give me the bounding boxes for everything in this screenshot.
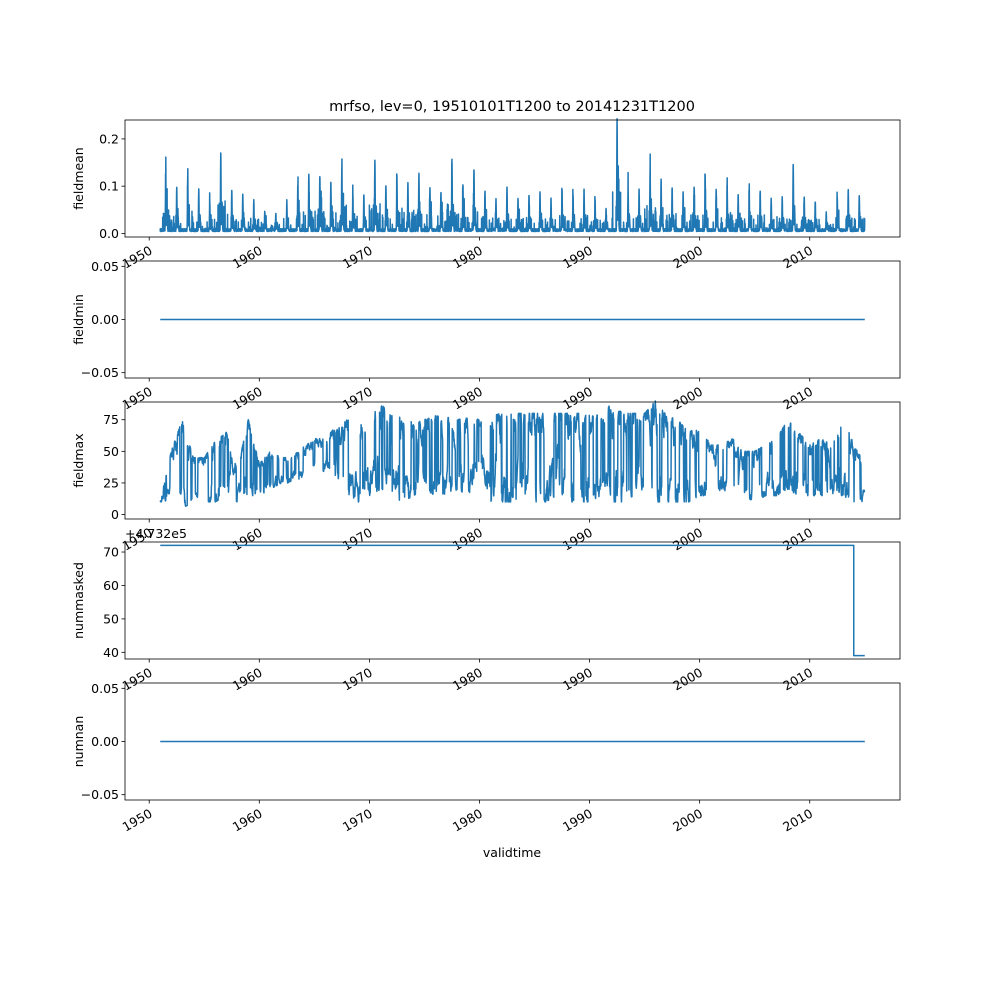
- x-tick-label: 2010: [780, 665, 815, 694]
- x-tick-label: 1960: [230, 806, 265, 835]
- y-axis-label-fieldmin: fieldmin: [71, 294, 86, 345]
- x-tick-label: 1950: [120, 806, 155, 835]
- axes-frame-nummasked: [124, 541, 901, 660]
- x-tick-label: 2000: [670, 806, 705, 835]
- y-tick-label: 40: [103, 645, 119, 660]
- y-tick-label: −0.05: [81, 365, 119, 380]
- x-tick-label: 1970: [340, 806, 375, 835]
- x-tick-label: 1980: [450, 384, 485, 413]
- x-tick-label: 1960: [230, 384, 265, 413]
- y-tick-label: 50: [103, 444, 119, 459]
- x-tick-label: 1990: [560, 806, 595, 835]
- series-line-nummasked: [160, 544, 865, 657]
- x-tick-label: 2010: [780, 243, 815, 272]
- x-tick-label: 1970: [340, 525, 375, 554]
- y-tick-label: −0.05: [81, 787, 119, 802]
- y-tick-label: 75: [103, 412, 119, 427]
- x-tick-label: 1990: [560, 384, 595, 413]
- y-tick-label: 0.00: [91, 734, 119, 749]
- y-axis-label-fieldmean: fieldmean: [71, 147, 86, 209]
- x-axis-label: validtime: [483, 845, 541, 860]
- x-tick-label: 1990: [560, 665, 595, 694]
- x-tick-label: 1990: [560, 243, 595, 272]
- y-tick-label: 0.0: [99, 226, 119, 241]
- x-tick-label: 1980: [450, 525, 485, 554]
- axes-frame-fieldmax: [124, 401, 901, 520]
- y-tick-label: 50: [103, 611, 119, 626]
- y-tick-label: 0.05: [91, 681, 119, 696]
- y-axis-label-numnan: numnan: [71, 716, 86, 768]
- x-tick-label: 2010: [780, 806, 815, 835]
- x-tick-label: 1990: [560, 525, 595, 554]
- y-tick-label: 0.05: [91, 259, 119, 274]
- chart-title: mrfso, lev=0, 19510101T1200 to 20141231T…: [329, 99, 695, 115]
- series-line-fieldmax: [159, 400, 866, 507]
- x-tick-label: 1960: [230, 665, 265, 694]
- x-tick-label: 1970: [340, 243, 375, 272]
- x-tick-label: 1960: [230, 243, 265, 272]
- x-tick-label: 1970: [340, 665, 375, 694]
- x-tick-label: 2000: [670, 384, 705, 413]
- y-tick-label: 0.00: [91, 312, 119, 327]
- panels: 0.0 0.1 0.2 fieldmean 1950 1960 1970 1980 1990 20…: [71, 117, 901, 835]
- y-axis-label-fieldmax: fieldmax: [71, 433, 86, 487]
- y-tick-label: 0: [111, 507, 119, 522]
- y-tick-label: 60: [103, 578, 119, 593]
- x-tick-label: 2010: [780, 525, 815, 554]
- y-tick-label: 0.2: [99, 131, 119, 146]
- y-offset-text: +4.732e5: [125, 526, 187, 541]
- x-tick-label: 2010: [780, 384, 815, 413]
- y-tick-label: 0.1: [99, 179, 119, 194]
- x-tick-label: 2000: [670, 243, 705, 272]
- series-line-fieldmean: [159, 117, 866, 233]
- y-axis-label-nummasked: nummasked: [71, 562, 86, 639]
- x-tick-label: 1980: [450, 665, 485, 694]
- x-tick-label: 2000: [670, 665, 705, 694]
- axes-frame-fieldmean: [124, 119, 901, 238]
- x-tick-label: 1980: [450, 243, 485, 272]
- x-tick-label: 1970: [340, 384, 375, 413]
- y-tick-label: 70: [103, 545, 119, 560]
- x-tick-label: 1960: [230, 525, 265, 554]
- y-tick-label: 25: [103, 475, 119, 490]
- x-tick-label: 1980: [450, 806, 485, 835]
- panel-numnan: −0.05 0.00 0.05 numnan 1950 1960 1970 1980 1990 2…: [71, 681, 901, 835]
- x-tick-label: 2000: [670, 525, 705, 554]
